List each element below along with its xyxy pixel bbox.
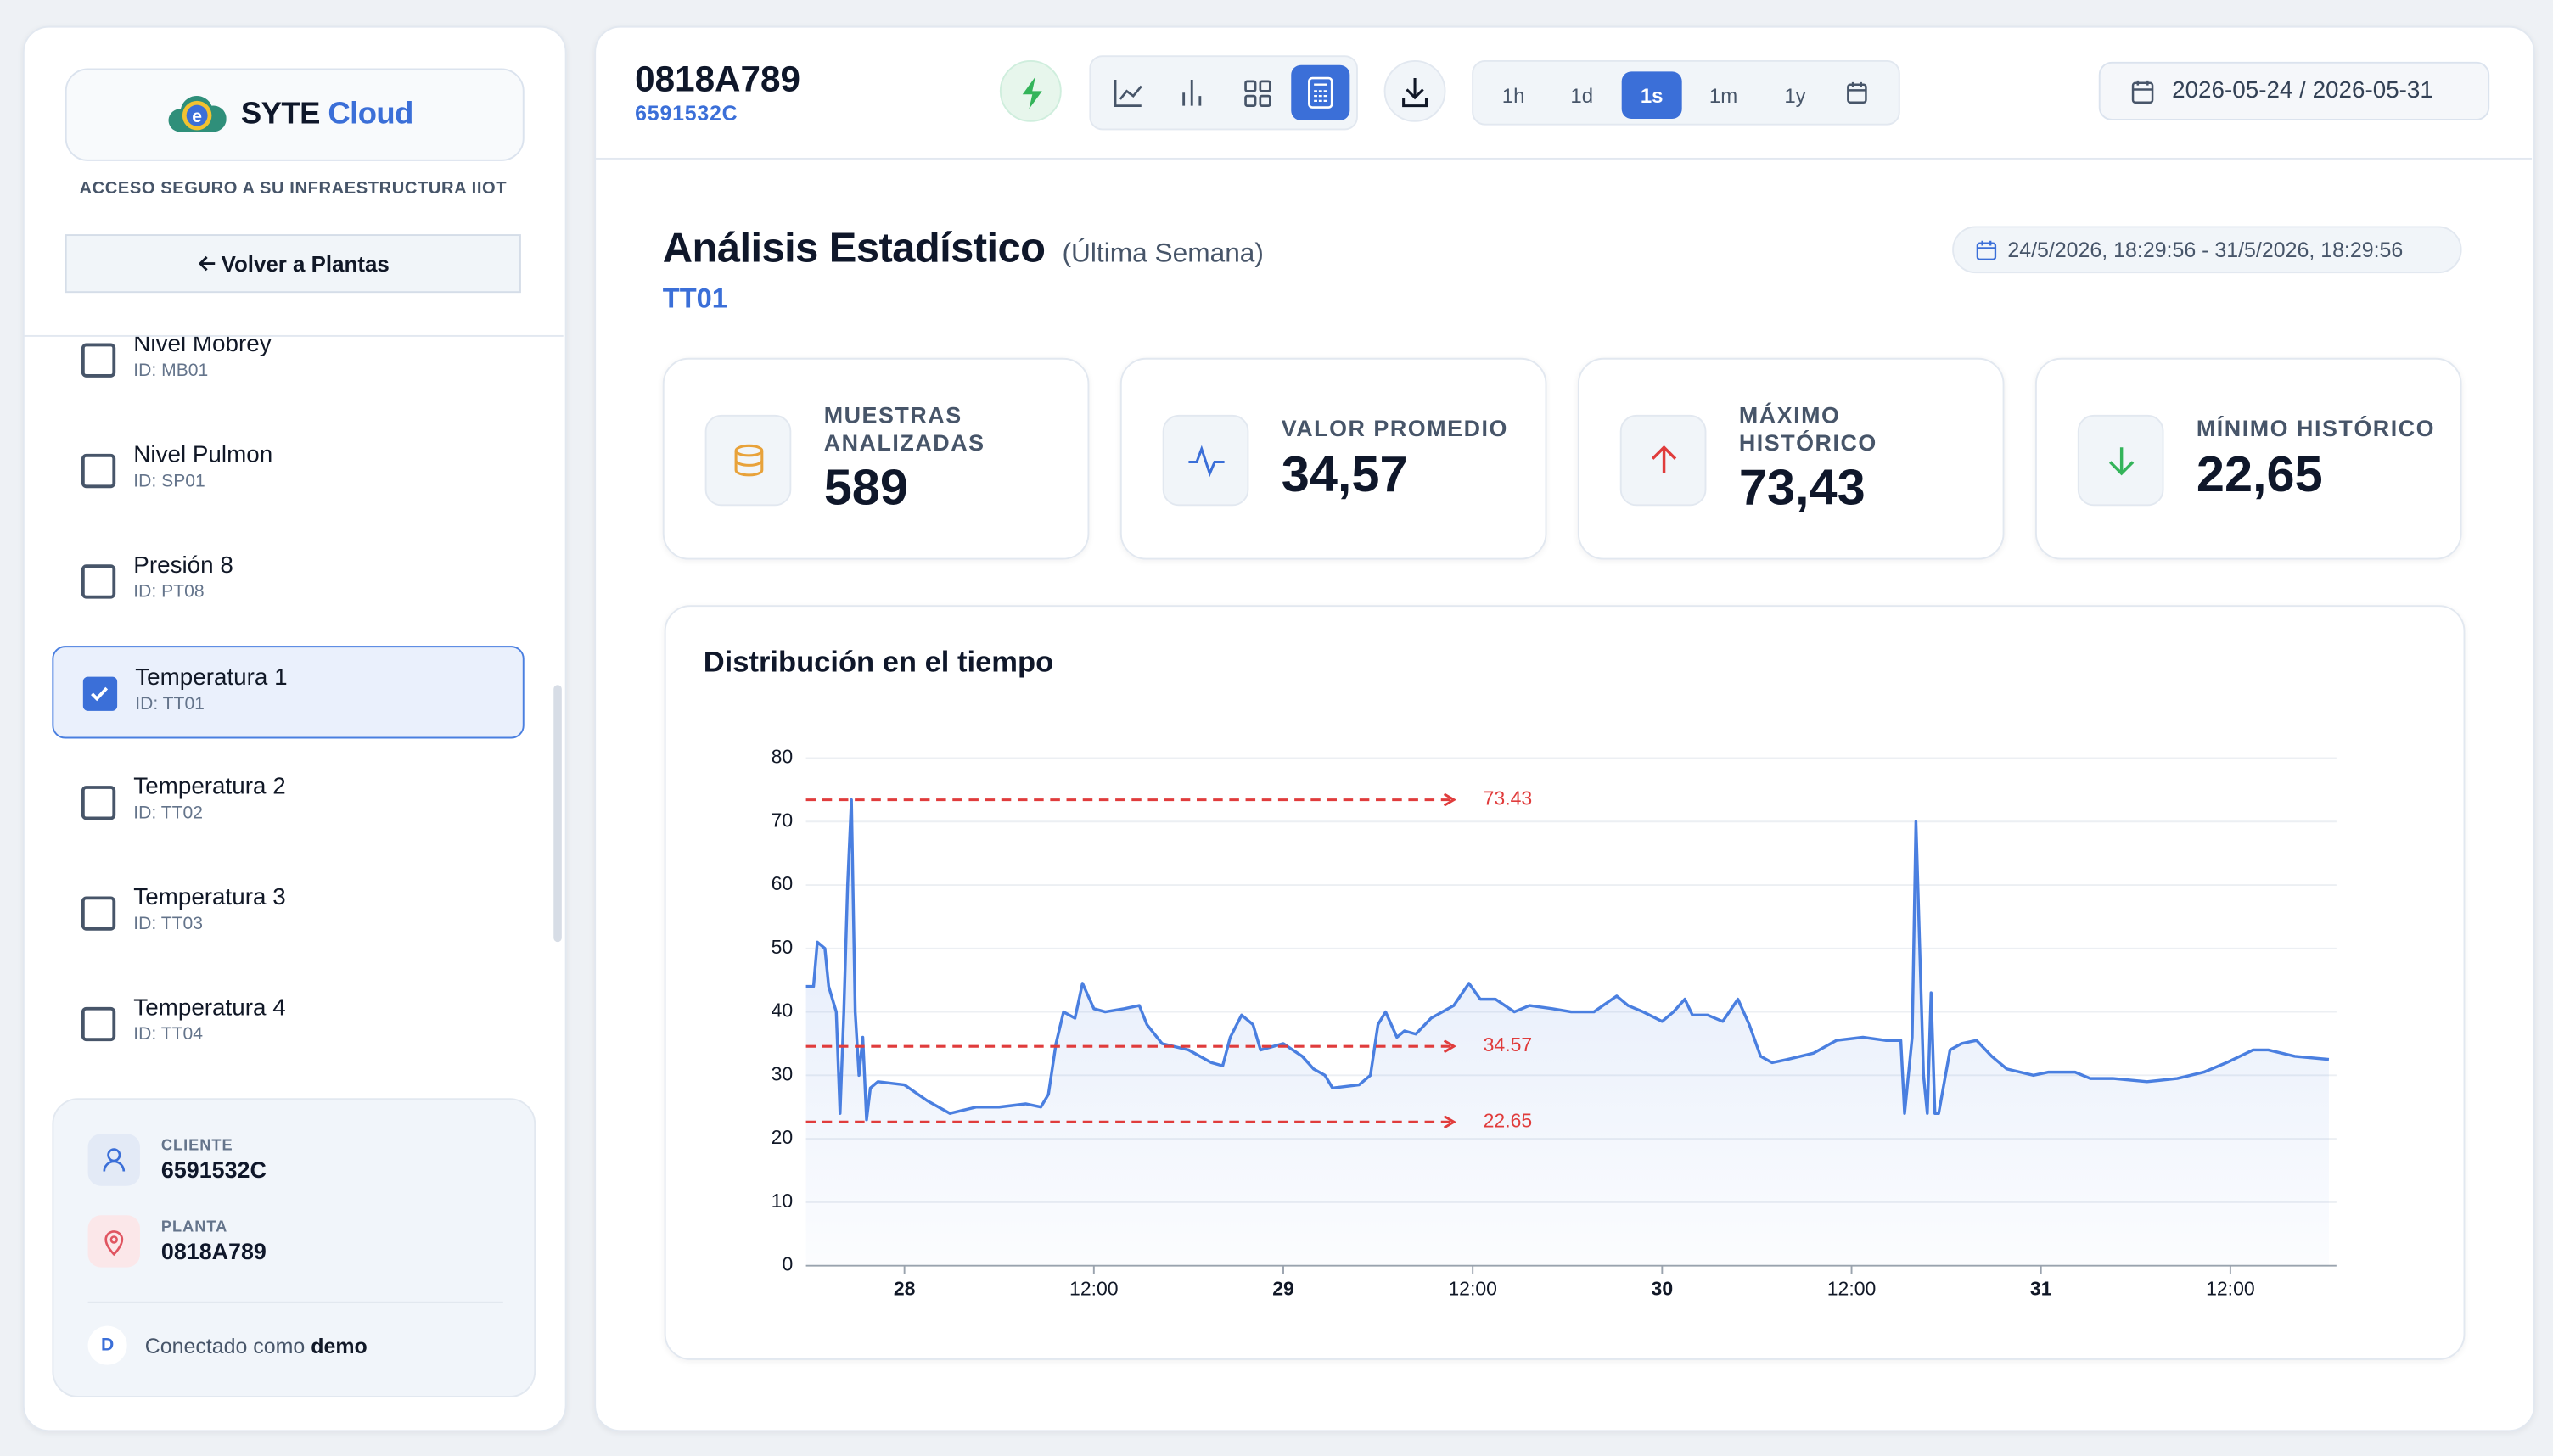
stat-label: MÁXIMO HISTÓRICO [1738,401,1877,455]
sensor-item[interactable]: Temperatura 3 ID: TT03 [52,867,524,960]
sensor-name: Nivel Pulmon [133,442,273,469]
range-button[interactable]: 1y [1784,83,1806,107]
date-picker[interactable]: 2026-05-24 / 2026-05-31 [2098,61,2490,120]
stat-card: VALOR PROMEDIO 34,57 [1119,357,1547,560]
stat-icon [704,414,792,507]
client-label: CLIENTE [160,1137,233,1156]
back-button[interactable]: Volver a Plantas [65,234,521,294]
range-button[interactable]: 1h [1501,83,1525,107]
download-button[interactable] [1383,59,1446,122]
back-label: Volver a Plantas [221,251,390,276]
analysis-period: (Última Semana) [1062,238,1264,269]
brand-accent: Cloud [328,98,413,132]
sensor-item[interactable]: Nivel Pulmon ID: SP01 [52,424,524,517]
sensor-item[interactable]: Temperatura 2 ID: TT02 [52,757,524,849]
sensor-id: ID: MB01 [133,361,209,381]
info-card: CLIENTE 6591532C PLANTA 0818A789 D Conec… [52,1098,536,1397]
connected-user: demo [311,1334,368,1358]
chart-card [664,605,2466,1360]
brand-name: SYTE [240,98,321,132]
range-button[interactable]: 1s [1621,71,1682,119]
analysis-title-row: Análisis Estadístico (Última Semana) [663,227,1264,274]
checkbox [81,1006,116,1042]
client-icon [87,1134,140,1186]
svg-text:e: e [192,107,202,126]
checkbox [81,786,116,820]
logo-box: e SYTE Cloud [65,68,525,161]
range-button[interactable]: 1m [1709,83,1738,107]
sensor-name: Temperatura 4 [133,995,286,1022]
calendar-icon[interactable] [1845,80,1871,106]
sensor-id: ID: TT04 [133,1024,204,1044]
sensor-item[interactable]: Temperatura 1 ID: TT01 [52,646,525,739]
stat-card: MUESTRAS ANALIZADAS 589 [662,357,1090,560]
view-icons [1114,64,1350,120]
sensor-id: ID: PT08 [133,582,205,602]
view-toolbar [1089,55,1358,131]
avatar: D [87,1325,127,1365]
stat-icon [1619,414,1707,507]
live-button[interactable] [999,59,1062,122]
header-divider [594,157,2533,160]
sensor-name: Temperatura 1 [135,665,288,692]
range-button[interactable]: 1d [1570,83,1594,107]
range-toolbar: 1h 1d 1s 1m 1y [1472,59,1900,126]
sensor-item[interactable]: Nivel Mobrey ID: MB01 [52,337,524,406]
analysis-sensor: TT01 [662,283,727,315]
stat-value: 73,43 [1738,458,1866,516]
sensor-name: Presión 8 [133,552,233,580]
stat-value: 22,65 [2196,445,2323,503]
device-id: 0818A789 [635,59,800,99]
sensor-list: Nivel Mobrey ID: MB01 Nivel Pulmon ID: SP01… [0,337,564,1074]
divider [22,334,564,337]
sensor-item[interactable]: Presión 8 ID: PT08 [52,535,524,628]
checkbox [81,896,116,931]
stat-icon [1162,414,1249,507]
tagline: ACCESO SEGURO A SU INFRAESTRUCTURA IIOT [79,178,508,199]
checkbox [81,564,116,599]
checkbox [81,453,116,489]
stat-value: 589 [823,458,908,516]
stat-label: MUESTRAS ANALIZADAS [823,401,985,455]
back-arrow [198,255,215,272]
analysis-title: Análisis Estadístico [662,226,1046,272]
logo-icon: e [168,96,227,132]
connected-text: Conectado como [144,1334,306,1358]
sensor-name: Temperatura 3 [133,885,286,911]
timestamp-pill: 24/5/2026, 18:29:56 - 31/5/2026, 18:29:5… [1952,226,2462,274]
stat-label: MÍNIMO HISTÓRICO [2196,414,2436,441]
stat-card: MÍNIMO HISTÓRICO 22,65 [2034,357,2462,560]
plant-icon [87,1215,140,1268]
connected: Conectado como demo [145,1334,368,1358]
scrollbar [553,685,562,943]
sensor-name: Nivel Mobrey [133,336,272,358]
divider [87,1301,503,1303]
timestamp: 24/5/2026, 18:29:56 - 31/5/2026, 18:29:5… [2007,237,2404,262]
stat-card: MÁXIMO HISTÓRICO 73,43 [1577,357,2005,560]
brand: SYTE Cloud [241,98,413,133]
stat-icon [2077,414,2164,507]
stat-label: VALOR PROMEDIO [1281,414,1508,441]
sensor-id: ID: TT03 [133,914,204,934]
sensor-id: ID: SP01 [133,472,205,492]
client-value: 6591532C [160,1156,267,1183]
sensor-name: Temperatura 2 [133,774,286,801]
sensor-id: ID: TT01 [135,694,205,714]
plant-label: PLANTA [160,1218,228,1237]
sensor-id: ID: TT02 [133,804,204,824]
client-id: 6591532C [635,100,738,126]
sensor-item[interactable]: Temperatura 4 ID: TT04 [52,977,524,1070]
plant-value: 0818A789 [160,1238,267,1264]
date-range: 2026-05-24 / 2026-05-31 [2172,78,2433,104]
stat-value: 34,57 [1281,445,1408,503]
checkbox [81,343,116,378]
checkbox [82,676,118,711]
